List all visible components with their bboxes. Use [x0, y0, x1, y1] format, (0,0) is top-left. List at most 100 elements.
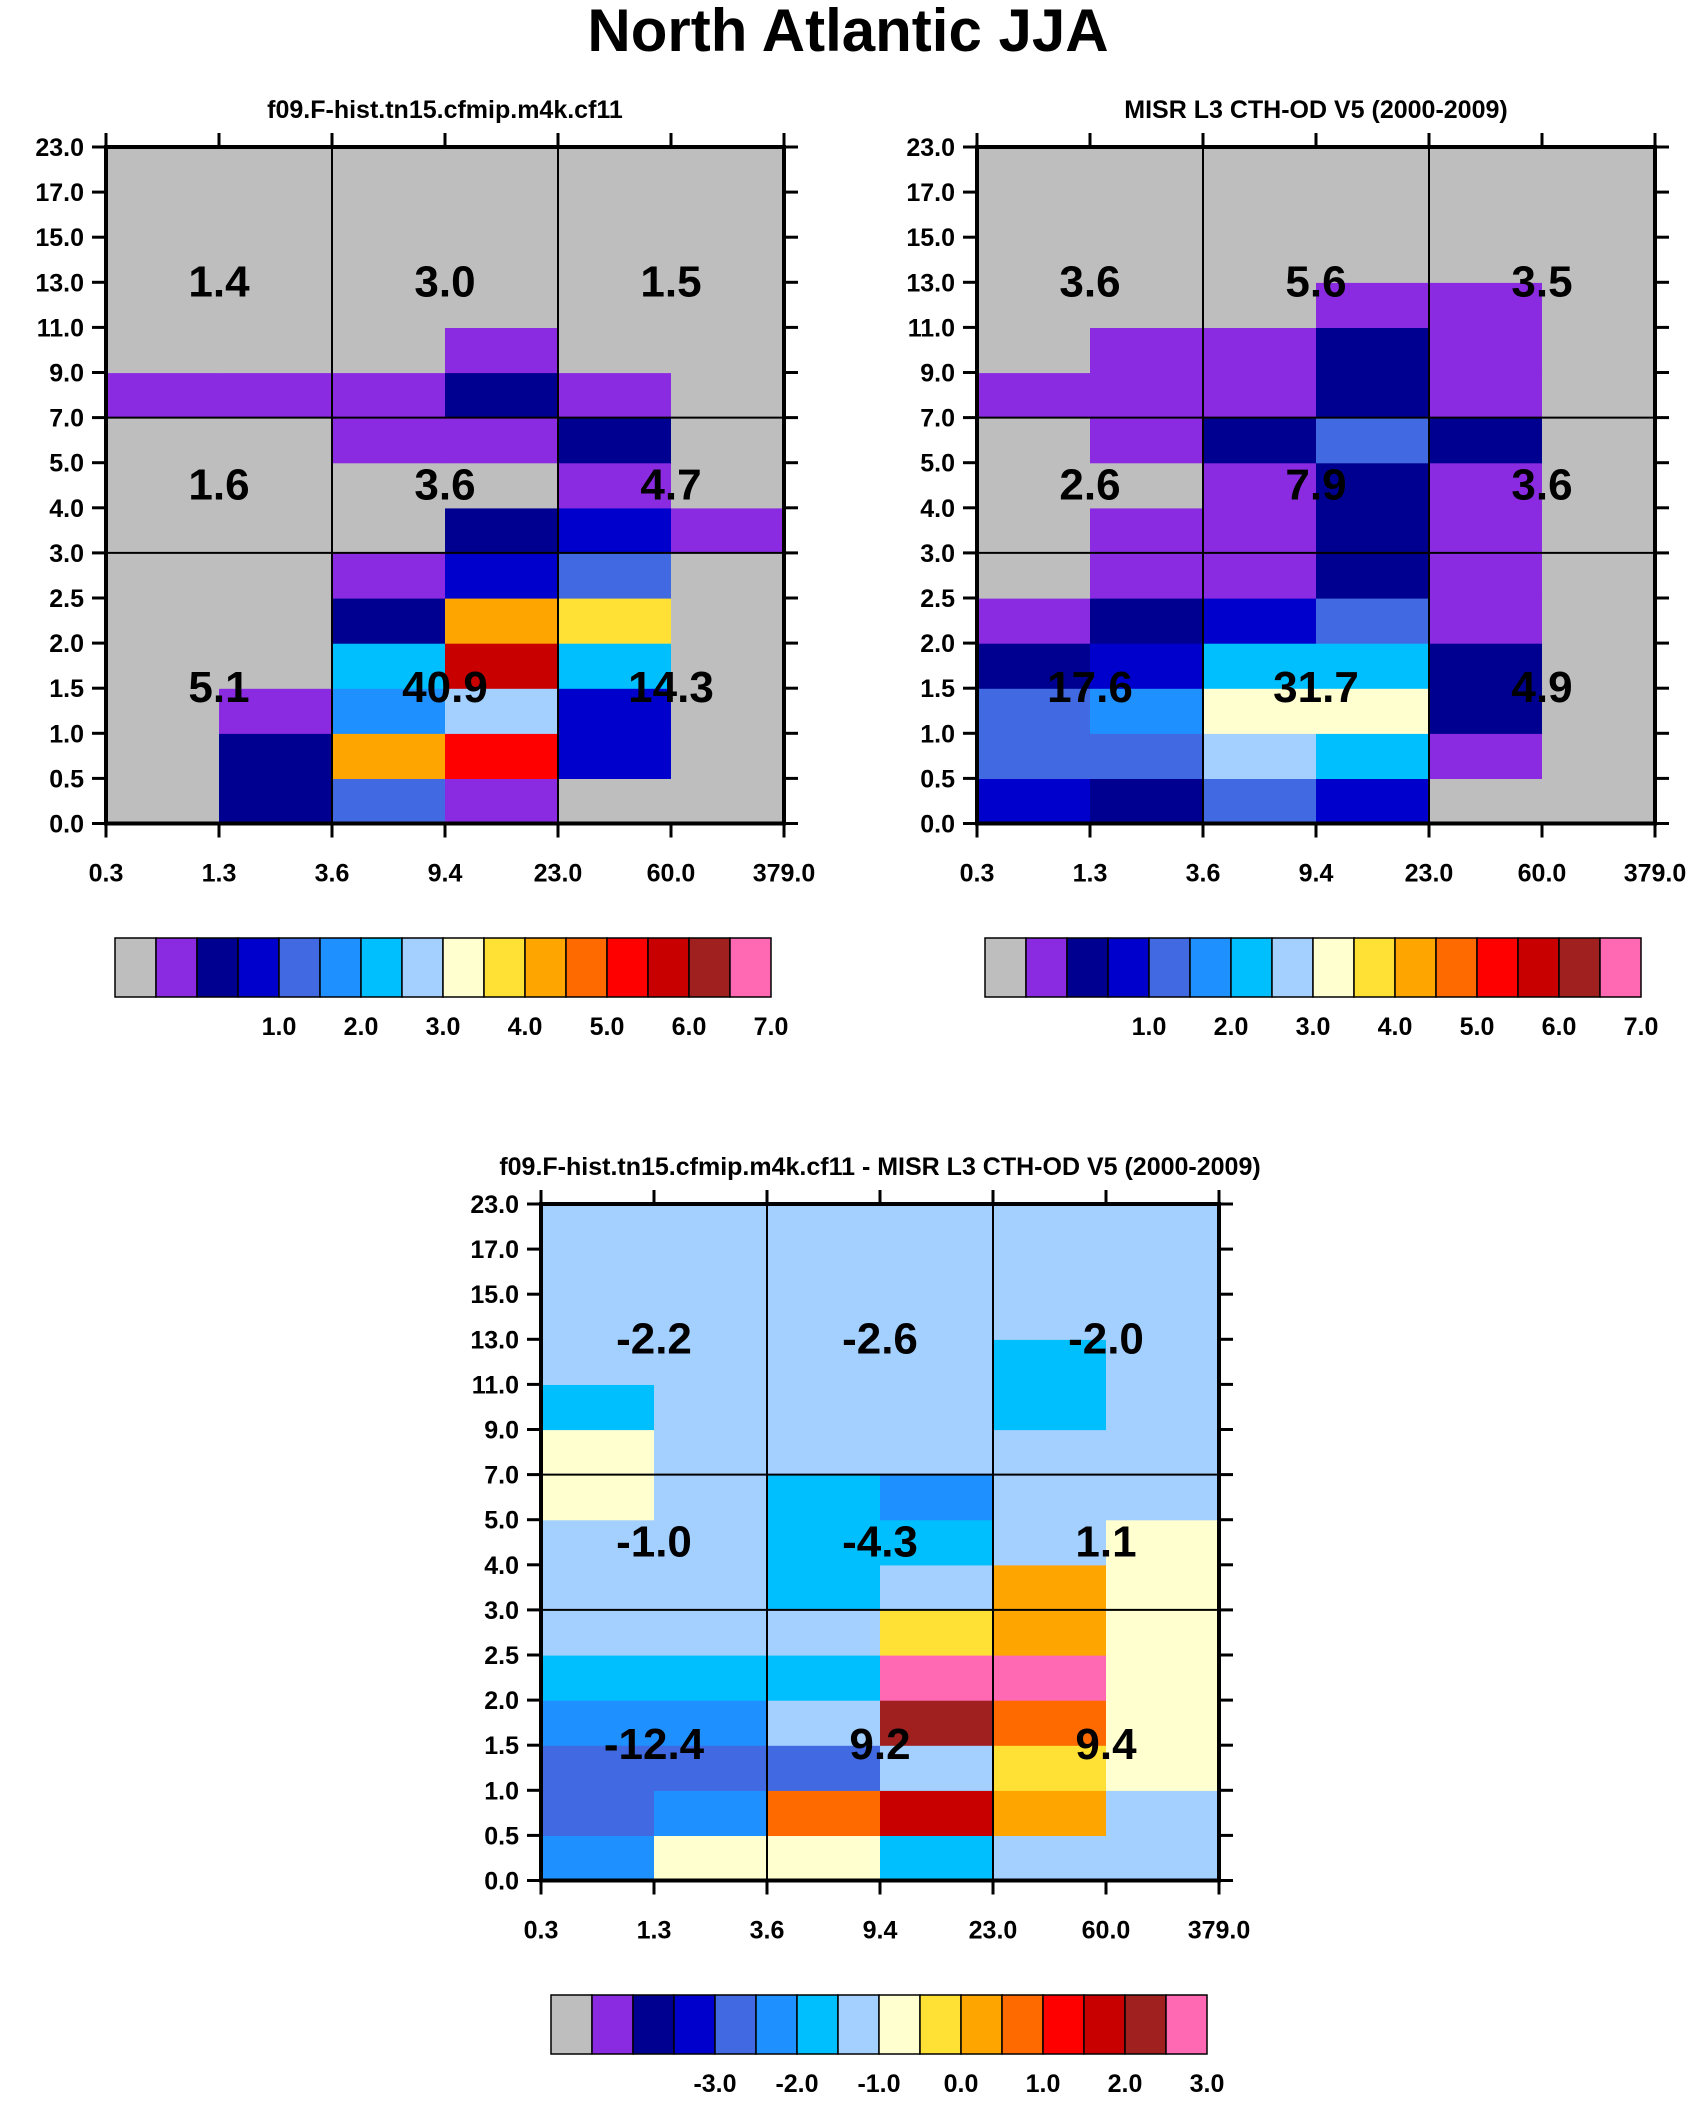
- heatmap-cell: [219, 282, 333, 328]
- group-total-label: 5.1: [188, 663, 249, 712]
- heatmap-cell: [1090, 688, 1204, 734]
- heatmap-cell: [880, 1474, 994, 1521]
- heatmap-cell: [1542, 733, 1656, 779]
- heatmap-cell: [541, 1519, 655, 1566]
- y-tick-label: 1.5: [49, 675, 84, 703]
- heatmap-cell: [977, 733, 1091, 779]
- colorbar-label: 5.0: [590, 1013, 625, 1041]
- heatmap-cell: [106, 282, 220, 328]
- heatmap-cell: [993, 1429, 1107, 1476]
- x-tick-label: 9.4: [428, 860, 463, 888]
- heatmap-cell: [445, 282, 559, 328]
- colorbar-label: 3.0: [426, 1013, 461, 1041]
- group-total-label: 1.4: [188, 257, 250, 306]
- y-tick-label: 17.0: [470, 1236, 519, 1264]
- heatmap-cell: [1542, 372, 1656, 419]
- heatmap-cell: [106, 372, 220, 419]
- heatmap-cell: [671, 778, 785, 825]
- y-tick-label: 9.0: [49, 360, 84, 388]
- y-tick-label: 1.0: [49, 720, 84, 748]
- heatmap-cell: [977, 372, 1091, 419]
- group-total-label: 3.6: [414, 460, 475, 509]
- x-tick-label: 1.3: [202, 860, 237, 888]
- heatmap-cell: [1106, 1474, 1220, 1521]
- y-tick-label: 5.0: [920, 450, 955, 478]
- heatmap-cell: [880, 1655, 994, 1701]
- group-total-label: -12.4: [604, 1720, 705, 1769]
- colorbar-box: [1025, 937, 1068, 998]
- heatmap-cell: [1106, 1655, 1220, 1701]
- heatmap-cell: [671, 643, 785, 689]
- heatmap-cell: [1542, 462, 1656, 509]
- heatmap-cell: [671, 733, 785, 779]
- heatmap-cell: [332, 237, 446, 283]
- heatmap-cell: [977, 462, 1091, 509]
- panel-title: f09.F-hist.tn15.cfmip.m4k.cf11 - MISR L3…: [499, 1153, 1260, 1181]
- x-tick-label: 3.6: [315, 860, 350, 888]
- heatmap-cell: [558, 147, 672, 193]
- group-total-label: 4.9: [1511, 663, 1572, 712]
- heatmap-cell: [1090, 147, 1204, 193]
- heatmap-cell: [993, 1700, 1107, 1746]
- y-tick-label: 2.0: [484, 1687, 519, 1715]
- heatmap-cell: [1429, 643, 1543, 689]
- heatmap-cell: [558, 733, 672, 779]
- heatmap-cell: [1542, 778, 1656, 825]
- heatmap-cell: [1090, 237, 1204, 283]
- heatmap-cell: [1203, 643, 1317, 689]
- y-tick-label: 23.0: [35, 134, 84, 162]
- heatmap-cell: [445, 778, 559, 825]
- heatmap-cell: [1542, 598, 1656, 644]
- group-total-label: 9.2: [849, 1720, 910, 1769]
- heatmap-cell: [654, 1564, 768, 1611]
- heatmap-cell: [1316, 598, 1430, 644]
- heatmap-cell: [558, 778, 672, 825]
- heatmap-cell: [993, 1384, 1107, 1431]
- heatmap-cell: [767, 1474, 881, 1521]
- x-tick-label: 1.3: [1073, 860, 1108, 888]
- heatmap-cell: [541, 1609, 655, 1656]
- heatmap-cell: [671, 147, 785, 193]
- heatmap-cell: [767, 1519, 881, 1566]
- heatmap-cell: [880, 1700, 994, 1746]
- group-total-label: 1.1: [1075, 1517, 1136, 1566]
- heatmap-cell: [767, 1429, 881, 1476]
- heatmap-cell: [767, 1564, 881, 1611]
- heatmap-cell: [993, 1790, 1107, 1836]
- heatmap-cell: [1090, 733, 1204, 779]
- y-tick-label: 1.0: [920, 720, 955, 748]
- heatmap-cell: [106, 552, 220, 599]
- colorbar-label: 2.0: [1214, 1013, 1249, 1041]
- heatmap-cell: [219, 327, 333, 374]
- panel-title: MISR L3 CTH-OD V5 (2000-2009): [1124, 96, 1507, 124]
- colorbar-box: [1353, 937, 1396, 998]
- heatmap-cell: [1316, 462, 1430, 509]
- heatmap-cell: [1542, 643, 1656, 689]
- heatmap-cell: [671, 417, 785, 464]
- heatmap-cell: [880, 1429, 994, 1476]
- colorbar-box: [632, 1994, 675, 2055]
- heatmap-cell: [106, 778, 220, 825]
- heatmap-cell: [654, 1294, 768, 1340]
- y-tick-label: 2.0: [49, 630, 84, 658]
- heatmap-cell: [1316, 417, 1430, 464]
- heatmap-cell: [1090, 327, 1204, 374]
- x-tick-label: 0.3: [960, 860, 995, 888]
- x-tick-label: 379.0: [1188, 1917, 1251, 1945]
- colorbar-box: [278, 937, 321, 998]
- colorbar-label: 3.0: [1190, 2070, 1225, 2098]
- heatmap-cell: [654, 1609, 768, 1656]
- heatmap-cell: [332, 598, 446, 644]
- group-total-label: 3.6: [1059, 257, 1120, 306]
- colorbar-label: 1.0: [1026, 2070, 1061, 2098]
- heatmap-cell: [671, 327, 785, 374]
- heatmap-cell: [106, 598, 220, 644]
- colorbar-label: 6.0: [672, 1013, 707, 1041]
- x-tick-label: 0.3: [524, 1917, 559, 1945]
- heatmap-cell: [1316, 192, 1430, 238]
- y-tick-label: 11.0: [908, 314, 955, 342]
- heatmap-cell: [1090, 507, 1204, 554]
- heatmap-cell: [1542, 507, 1656, 554]
- heatmap-cell: [1203, 237, 1317, 283]
